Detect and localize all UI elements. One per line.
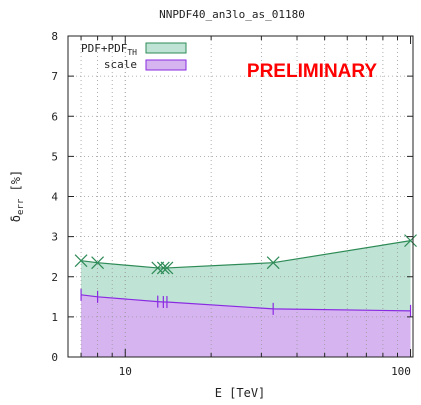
y-tick-label: 1	[51, 311, 58, 324]
legend-label-pdf-main: PDF+PDF	[81, 42, 127, 55]
x-tick-label: 10	[119, 365, 132, 378]
y-axis-label: δerr [%]	[9, 170, 26, 222]
series-area-1	[81, 294, 411, 357]
y-tick-label: 8	[51, 30, 58, 43]
data-point-pdf	[91, 256, 105, 270]
y-tick-label: 3	[51, 231, 58, 244]
chart-title: NNPDF40_an3lo_as_01180	[159, 8, 305, 21]
legend: PDF+PDFTH scale	[81, 42, 187, 71]
y-tick-label: 7	[51, 70, 58, 83]
data-point-pdf	[74, 254, 88, 268]
y-tick-label: 5	[51, 150, 58, 163]
data-point-pdf	[404, 234, 417, 248]
y-tick-label: 6	[51, 110, 58, 123]
grid	[68, 36, 413, 357]
svg-text:δerr [%]: δerr [%]	[9, 170, 26, 222]
x-tick-label: 100	[391, 365, 411, 378]
series-fills	[81, 240, 411, 357]
x-axis-label: E [TeV]	[215, 386, 266, 400]
legend-label-pdf: PDF+PDFTH	[81, 42, 137, 57]
x-axis-ticks: 10 100	[80, 36, 412, 378]
legend-swatch-scale	[145, 59, 187, 71]
legend-label-scale: scale	[104, 58, 137, 71]
legend-swatch-pdf	[145, 42, 187, 54]
y-axis-ticks: 0 1 2 3 4 5 6 7 8	[51, 30, 413, 364]
y-axis-label-sub: err	[16, 198, 26, 215]
y-tick-label: 2	[51, 271, 58, 284]
data-point-pdf	[151, 261, 165, 275]
y-axis-label-main: δ	[9, 215, 23, 222]
data-point-pdf	[156, 261, 170, 275]
y-tick-label: 0	[51, 351, 58, 364]
data-point-pdf	[266, 256, 280, 270]
series-markers	[74, 234, 417, 317]
preliminary-annotation: PRELIMINARY	[247, 61, 378, 82]
legend-label-pdf-sub: TH	[127, 48, 137, 57]
y-tick-label: 4	[51, 191, 58, 204]
data-point-pdf	[160, 261, 174, 275]
y-axis-label-unit: [%]	[9, 170, 23, 192]
